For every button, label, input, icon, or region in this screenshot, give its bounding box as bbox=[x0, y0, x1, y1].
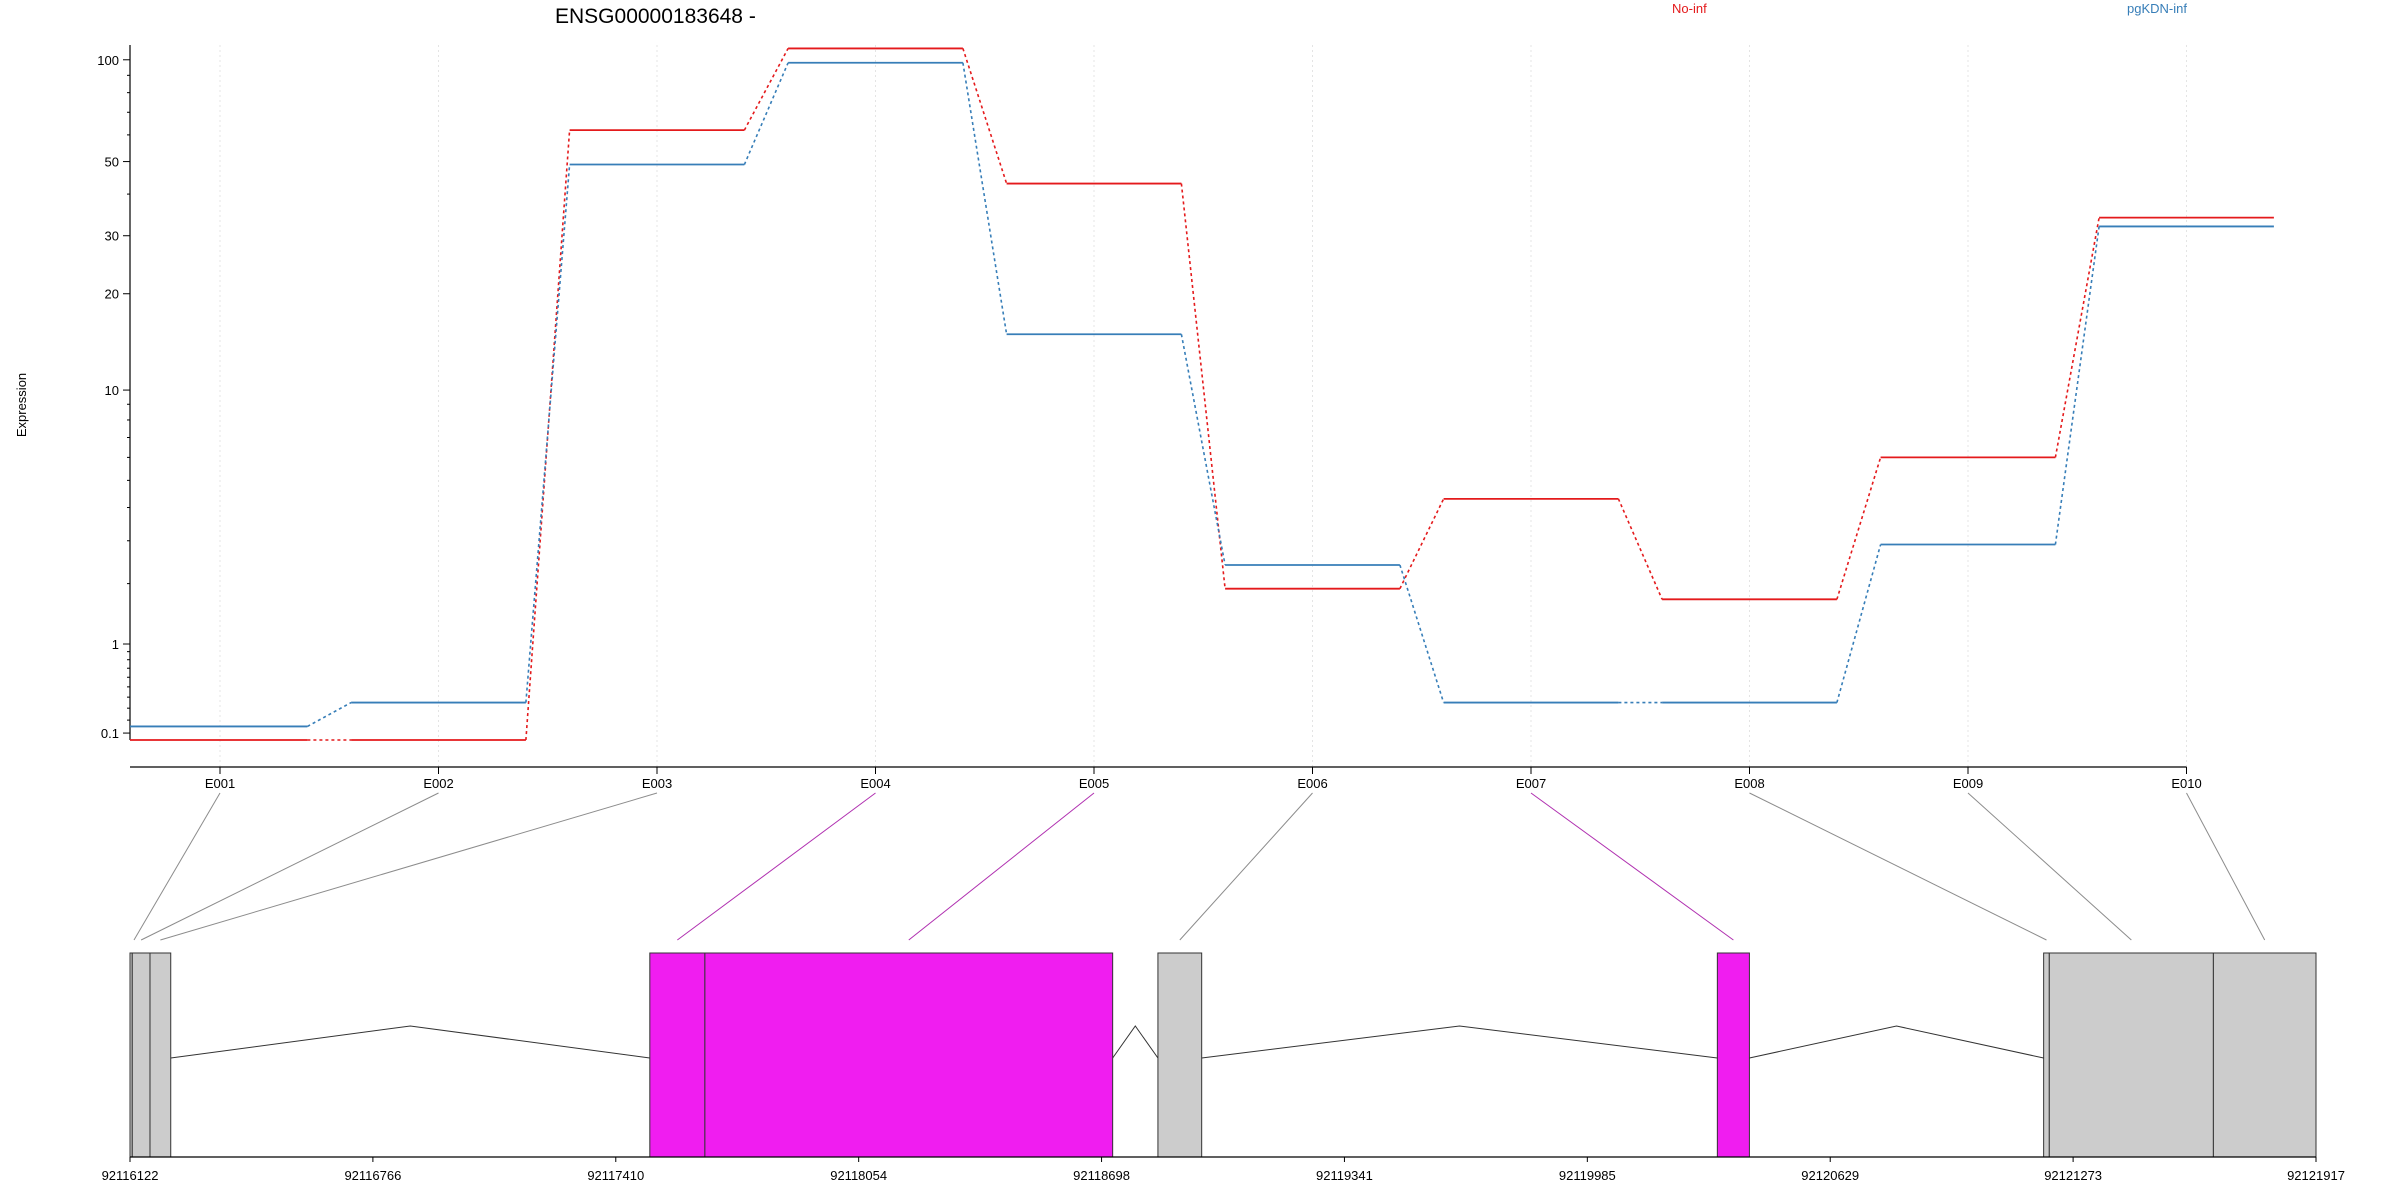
connector-e002 bbox=[140, 792, 439, 941]
coordinate-tick-label: 92119341 bbox=[1316, 1168, 1373, 1183]
coordinate-tick-label: 92118054 bbox=[830, 1168, 887, 1183]
x-tick-label-e009: E009 bbox=[1953, 776, 1983, 791]
y-tick-label: 10 bbox=[105, 383, 119, 398]
connector-e008 bbox=[1749, 792, 2047, 941]
exon-bin-e008 bbox=[2043, 952, 2050, 1158]
chart-title: ENSG00000183648 - bbox=[555, 5, 756, 28]
series-pgkdn-inf-connector bbox=[1399, 564, 1445, 703]
intron-line bbox=[1749, 1025, 2044, 1059]
connector-e005 bbox=[908, 792, 1095, 941]
x-tick-label-e001: E001 bbox=[205, 776, 235, 791]
exon-bin-e004 bbox=[649, 952, 706, 1158]
connector-e003 bbox=[160, 792, 658, 941]
connector-e009 bbox=[1967, 792, 2132, 941]
connector-e007 bbox=[1530, 792, 1734, 941]
x-tick-label-e005: E005 bbox=[1079, 776, 1109, 791]
series-no-inf-connector bbox=[1836, 457, 1882, 600]
connector-e004 bbox=[677, 792, 876, 941]
exon-bin-e009 bbox=[2048, 952, 2214, 1158]
connector-e010 bbox=[2186, 792, 2266, 941]
x-tick-label-e003: E003 bbox=[642, 776, 672, 791]
connector-e006 bbox=[1179, 792, 1313, 941]
series-no-inf-connector bbox=[1180, 183, 1226, 589]
axes: 0.1 1 10 20 30 50 100 E001 E002 E003 E004 E005 E006 E… bbox=[97, 45, 2202, 791]
coordinate-tick-label: 92119985 bbox=[1559, 1168, 1616, 1183]
connector-e001 bbox=[133, 792, 221, 941]
series-pgkdn-inf-connector bbox=[1180, 334, 1226, 566]
exon-bin-e007 bbox=[1716, 952, 1750, 1158]
x-tick-label-e006: E006 bbox=[1297, 776, 1327, 791]
x-tick-label-e010: E010 bbox=[2171, 776, 2201, 791]
series-no-inf-connector bbox=[525, 130, 571, 741]
coordinate-tick-label: 92116766 bbox=[344, 1168, 401, 1183]
coordinate-tick-label: 92120629 bbox=[1801, 1168, 1859, 1183]
exon-connectors bbox=[133, 792, 2266, 941]
intron-line bbox=[170, 1025, 650, 1059]
y-tick-label: 20 bbox=[105, 287, 119, 302]
exon-bin-e010 bbox=[2212, 952, 2317, 1158]
y-tick-label: 1 bbox=[112, 637, 119, 652]
intron-line bbox=[1112, 1025, 1159, 1059]
y-axis-label: Expression bbox=[14, 373, 29, 437]
series-no-inf-connector bbox=[2054, 217, 2100, 458]
series-no-inf-connector bbox=[1399, 498, 1445, 590]
series-pgkdn-inf-connector bbox=[2054, 226, 2100, 545]
x-tick-label-e002: E002 bbox=[423, 776, 453, 791]
y-tick-label: 100 bbox=[97, 53, 119, 68]
y-tick-label: 0.1 bbox=[101, 726, 119, 741]
series-no-inf-connector bbox=[1617, 498, 1663, 600]
coordinate-tick-label: 92121917 bbox=[2287, 1168, 2345, 1183]
x-tick-label-e007: E007 bbox=[1516, 776, 1546, 791]
series-pgkdn-inf-connector bbox=[307, 701, 352, 728]
grid-lines bbox=[219, 45, 2187, 767]
intron-line bbox=[1201, 1025, 1718, 1059]
x-tick-label-e008: E008 bbox=[1734, 776, 1764, 791]
x-tick-label-e004: E004 bbox=[860, 776, 890, 791]
gene-model: 92116122 92116766 92117410 92118054 92118698… bbox=[102, 952, 2345, 1183]
exon-bin-e006 bbox=[1157, 952, 1203, 1158]
series-pgkdn-inf-connector bbox=[743, 62, 789, 165]
coordinate-tick-label: 92117410 bbox=[587, 1168, 644, 1183]
coordinate-tick-label: 92121273 bbox=[2044, 1168, 2102, 1183]
series-pgkdn-inf-connector bbox=[1836, 544, 1882, 703]
series-lines bbox=[130, 47, 2274, 741]
exon-bin-e005 bbox=[704, 952, 1114, 1158]
legend-entry-no-inf: No-inf bbox=[1672, 1, 1707, 16]
series-pgkdn-inf-connector bbox=[962, 62, 1008, 335]
series-no-inf-connector bbox=[962, 48, 1008, 184]
y-tick-label: 30 bbox=[105, 229, 119, 244]
exon-bin-e002 bbox=[131, 952, 151, 1158]
coordinate-tick-label: 92118698 bbox=[1073, 1168, 1130, 1183]
y-tick-label: 50 bbox=[105, 155, 119, 170]
coordinate-tick-label: 92116122 bbox=[102, 1168, 159, 1183]
exon-bin-e003 bbox=[149, 952, 172, 1158]
legend-entry-pgkdn-inf: pgKDN-inf bbox=[2127, 1, 2187, 16]
series-no-inf-connector bbox=[743, 48, 789, 131]
